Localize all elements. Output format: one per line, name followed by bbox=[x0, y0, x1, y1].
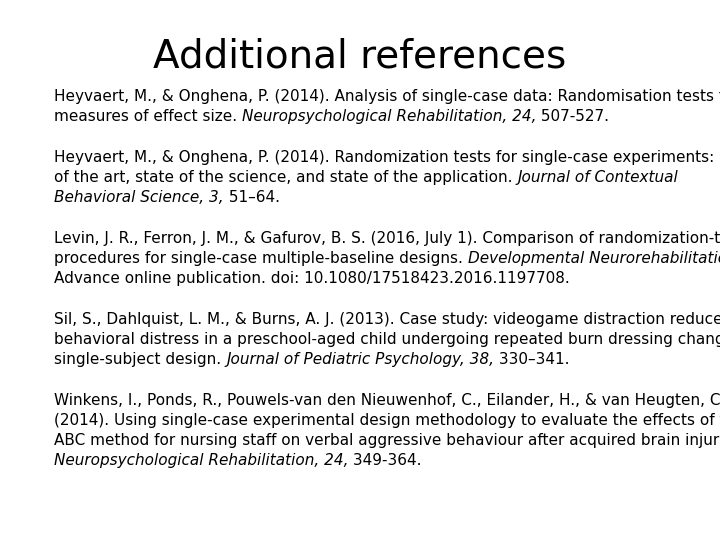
Text: procedures for single-case multiple-baseline designs.: procedures for single-case multiple-base… bbox=[54, 251, 468, 266]
Text: (2014). Using single-case experimental design methodology to evaluate the effect: (2014). Using single-case experimental d… bbox=[54, 413, 720, 428]
Text: Journal of Contextual: Journal of Contextual bbox=[518, 170, 678, 185]
Text: Heyvaert, M., & Onghena, P. (2014). Randomization tests for single-case experime: Heyvaert, M., & Onghena, P. (2014). Rand… bbox=[54, 150, 720, 165]
Text: Behavioral Science, 3,: Behavioral Science, 3, bbox=[54, 190, 224, 205]
Text: 507-527.: 507-527. bbox=[536, 109, 610, 124]
Text: Additional references: Additional references bbox=[153, 38, 567, 76]
Text: behavioral distress in a preschool-aged child undergoing repeated burn dressing : behavioral distress in a preschool-aged … bbox=[54, 332, 720, 347]
Text: Levin, J. R., Ferron, J. M., & Gafurov, B. S. (2016, July 1). Comparison of rand: Levin, J. R., Ferron, J. M., & Gafurov, … bbox=[54, 231, 720, 246]
Text: Developmental Neurorehabilitation.: Developmental Neurorehabilitation. bbox=[468, 251, 720, 266]
Text: single-subject design.: single-subject design. bbox=[54, 352, 226, 367]
Text: 51–64.: 51–64. bbox=[224, 190, 279, 205]
Text: Neuropsychological Rehabilitation, 24,: Neuropsychological Rehabilitation, 24, bbox=[54, 453, 348, 468]
Text: Heyvaert, M., & Onghena, P. (2014). Analysis of single-case data: Randomisation : Heyvaert, M., & Onghena, P. (2014). Anal… bbox=[54, 89, 720, 104]
Text: Sil, S., Dahlquist, L. M., & Burns, A. J. (2013). Case study: videogame distract: Sil, S., Dahlquist, L. M., & Burns, A. J… bbox=[54, 312, 720, 327]
Text: Neuropsychological Rehabilitation, 24,: Neuropsychological Rehabilitation, 24, bbox=[242, 109, 536, 124]
Text: of the art, state of the science, and state of the application.: of the art, state of the science, and st… bbox=[54, 170, 518, 185]
Text: measures of effect size.: measures of effect size. bbox=[54, 109, 242, 124]
Text: ABC method for nursing staff on verbal aggressive behaviour after acquired brain: ABC method for nursing staff on verbal a… bbox=[54, 433, 720, 448]
Text: Winkens, I., Ponds, R., Pouwels-van den Nieuwenhof, C., Eilander, H., & van Heug: Winkens, I., Ponds, R., Pouwels-van den … bbox=[54, 393, 720, 408]
Text: 330–341.: 330–341. bbox=[494, 352, 570, 367]
Text: 349-364.: 349-364. bbox=[348, 453, 422, 468]
Text: Journal of Pediatric Psychology, 38,: Journal of Pediatric Psychology, 38, bbox=[226, 352, 494, 367]
Text: Advance online publication. doi: 10.1080/17518423.2016.1197708.: Advance online publication. doi: 10.1080… bbox=[54, 271, 570, 286]
